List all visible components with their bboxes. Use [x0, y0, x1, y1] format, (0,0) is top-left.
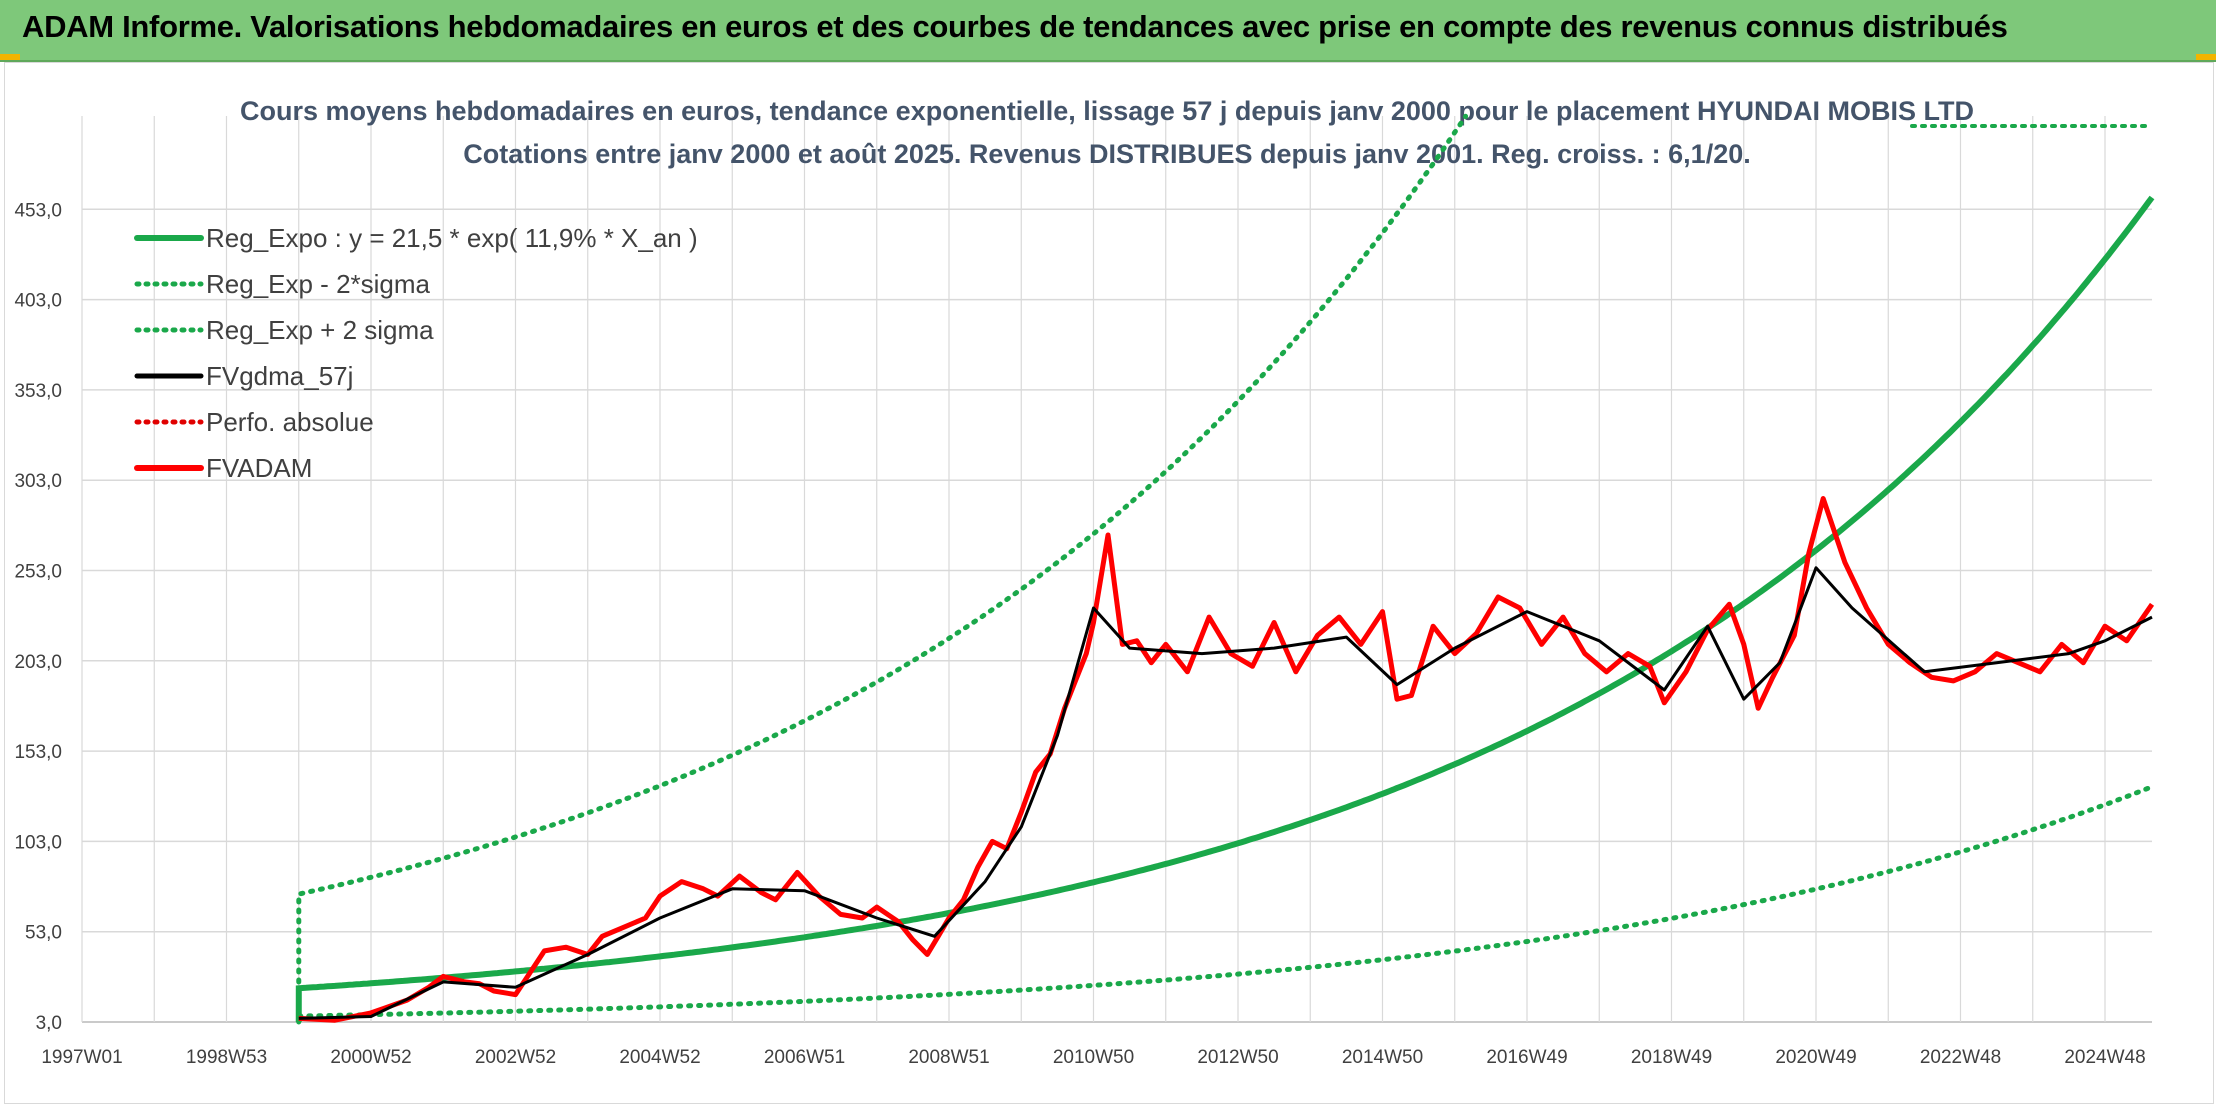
- legend-label: Perfo. absolue: [206, 407, 374, 437]
- series-lines: [295, 113, 2155, 1025]
- x-tick-label: 2014W50: [1342, 1047, 1423, 1068]
- x-tick-label: 2016W49: [1486, 1047, 1567, 1068]
- legend: Reg_Expo : y = 21,5 * exp( 11,9% * X_an …: [134, 223, 698, 483]
- x-tick-label: 2012W50: [1197, 1047, 1278, 1068]
- x-tick-label: 1997W01: [41, 1047, 122, 1068]
- chart-frame: [4, 62, 2214, 1104]
- x-tick-label: 2006W51: [764, 1047, 845, 1068]
- chart-title: Cours moyens hebdomadaires en euros, ten…: [240, 96, 1974, 126]
- reg-expo-line: [295, 195, 2155, 1023]
- x-tick-label: 2002W52: [475, 1047, 556, 1068]
- axis-tick-labels: 3,0 53,0 103,0 153,0 203,0 253,0 303,0 353,0 403…: [14, 200, 2145, 1068]
- x-tick-label: 2020W49: [1775, 1047, 1856, 1068]
- y-tick-label: 403,0: [14, 291, 62, 312]
- x-tick-label: 2010W50: [1053, 1047, 1134, 1068]
- x-tick-label: 2024W48: [2064, 1047, 2145, 1068]
- y-tick-label: 3,0: [36, 1013, 62, 1034]
- fvgdma-57j-line: [298, 566, 2153, 1020]
- report-banner: ADAM Informe. Valorisations hebdomadaire…: [0, 0, 2216, 62]
- corner-marker-left: [0, 54, 20, 60]
- legend-label: FVADAM: [206, 453, 312, 483]
- legend-label: Reg_Expo : y = 21,5 * exp( 11,9% * X_an …: [206, 223, 698, 253]
- legend-label: Reg_Exp - 2*sigma: [206, 269, 431, 299]
- reg-exp-minus-2-sigma-line: [296, 784, 2155, 1019]
- corner-marker-right: [2196, 54, 2216, 60]
- y-tick-label: 353,0: [14, 381, 62, 402]
- x-tick-label: 2008W51: [908, 1047, 989, 1068]
- x-tick-label: 1998W53: [186, 1047, 267, 1068]
- legend-label: Reg_Exp + 2 sigma: [206, 315, 434, 345]
- fvadam-line: [298, 496, 2155, 1023]
- y-tick-label: 203,0: [14, 652, 62, 673]
- x-tick-label: 2004W52: [619, 1047, 700, 1068]
- x-tick-label: 2022W48: [1920, 1047, 2001, 1068]
- y-tick-label: 303,0: [14, 471, 62, 492]
- legend-label: FVgdma_57j: [206, 361, 353, 391]
- y-tick-label: 153,0: [14, 742, 62, 763]
- x-tick-label: 2000W52: [330, 1047, 411, 1068]
- y-tick-label: 103,0: [14, 832, 62, 853]
- y-tick-label: 53,0: [25, 923, 62, 944]
- y-tick-label: 453,0: [14, 200, 62, 221]
- x-tick-label: 2018W49: [1631, 1047, 1712, 1068]
- report-title: ADAM Informe. Valorisations hebdomadaire…: [22, 9, 2008, 44]
- reg-exp-plus-2-sigma-line: [296, 113, 1469, 1025]
- y-tick-label: 253,0: [14, 562, 62, 583]
- chart-subtitle: Cotations entre janv 2000 et août 2025. …: [463, 139, 1750, 169]
